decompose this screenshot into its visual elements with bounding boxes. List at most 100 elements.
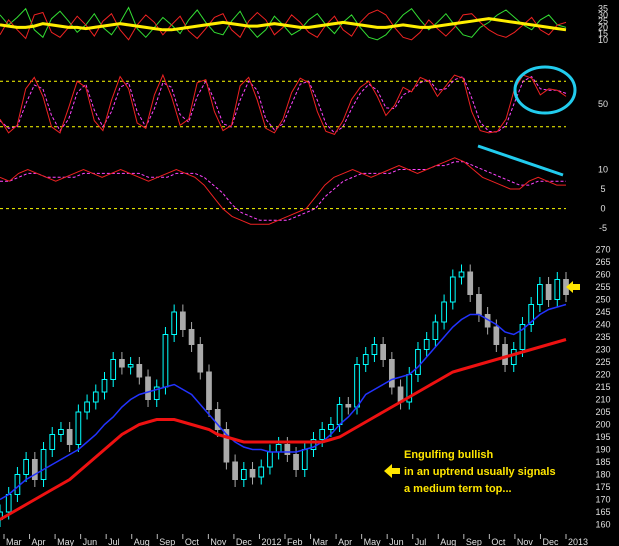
- time-tick-label: 2013: [568, 537, 588, 546]
- macd-line: [0, 157, 566, 225]
- candle-body: [362, 354, 369, 365]
- candle-body: [537, 284, 543, 305]
- time-tick-label: Nov: [210, 537, 227, 546]
- macd-panel: [0, 157, 566, 225]
- time-tick-label: Feb: [287, 537, 303, 546]
- slow-moving-average: [0, 338, 567, 521]
- candle-body: [0, 511, 3, 520]
- fast-moving-average: [0, 303, 567, 501]
- time-tick-label: 2012: [261, 537, 281, 546]
- candle-body: [423, 339, 430, 350]
- candle-body: [528, 304, 535, 325]
- candle-body: [336, 404, 343, 425]
- highlight-circle: [513, 65, 577, 115]
- time-tick-label: Jun: [83, 537, 98, 546]
- candle-body: [188, 329, 195, 345]
- candle-body: [206, 371, 212, 410]
- candle-body: [240, 469, 247, 480]
- stochastic-tick-label: 50: [598, 99, 608, 109]
- candle-body: [519, 324, 526, 350]
- time-tick-label: May: [364, 537, 382, 546]
- candle-body: [258, 466, 265, 478]
- dmi-tick-label: 10: [598, 35, 608, 45]
- candle-body: [371, 344, 378, 355]
- candle-body: [493, 326, 500, 345]
- candle-body: [545, 284, 552, 300]
- candle-body: [162, 334, 169, 388]
- candle-body: [354, 364, 360, 408]
- candle-body: [101, 379, 108, 393]
- candle-body: [40, 449, 47, 480]
- price-tick-label: 245: [595, 307, 610, 317]
- candle-body: [267, 451, 273, 468]
- time-tick-label: Mar: [313, 537, 329, 546]
- candle-body: [232, 461, 238, 480]
- macd-tick-label: 0: [600, 204, 605, 214]
- candle-body: [449, 276, 456, 303]
- price-tick-label: 175: [595, 482, 610, 492]
- time-tick-label: Dec: [542, 537, 559, 546]
- time-tick-label: Nov: [517, 537, 534, 546]
- minus-di-line: [0, 9, 567, 41]
- candle-body: [5, 494, 12, 513]
- price-tick-label: 180: [595, 470, 610, 480]
- stochastic-main-line: [0, 73, 567, 136]
- candle-body: [345, 404, 352, 408]
- price-tick-label: 265: [595, 257, 610, 267]
- candle-body: [458, 271, 465, 278]
- candle-body: [476, 294, 482, 315]
- price-tick-label: 270: [595, 245, 610, 255]
- price-tick-label: 190: [595, 445, 610, 455]
- price-tick-label: 240: [595, 320, 610, 330]
- candle-body: [92, 391, 99, 403]
- time-tick-label: Dec: [236, 537, 253, 546]
- candle-body: [145, 376, 151, 400]
- candle-body: [310, 439, 317, 450]
- candle-body: [14, 474, 21, 495]
- macd-signal-line: [0, 161, 566, 221]
- candle-body: [214, 409, 221, 430]
- candle-body: [502, 344, 508, 365]
- candle-body: [284, 444, 291, 455]
- price-tick-label: 235: [595, 332, 610, 342]
- dmi-tick-label: 25: [598, 16, 608, 26]
- candle-body: [328, 424, 334, 430]
- candle-body: [197, 344, 204, 373]
- adx-line: [0, 17, 567, 32]
- price-arrow-icon: [566, 281, 580, 293]
- time-tick-label: May: [57, 537, 75, 546]
- price-tick-label: 225: [595, 357, 610, 367]
- time-axis: Mar Apr May Jun Jul Aug Sep Oct Nov Dec 2012 Feb Mar…: [3, 534, 588, 546]
- price-tick-label: 255: [595, 282, 610, 292]
- candle-body: [275, 444, 282, 453]
- candle-body: [510, 349, 517, 365]
- macd-tick-label: 5: [600, 184, 605, 194]
- time-tick-label: Jul: [108, 537, 120, 546]
- price-tick-label: 165: [595, 507, 610, 517]
- time-tick-label: Mar: [6, 537, 22, 546]
- candle-body: [293, 454, 299, 470]
- candle-body: [171, 311, 178, 335]
- price-panel: [0, 264, 569, 527]
- candle-body: [49, 434, 56, 450]
- candle-body: [119, 359, 125, 368]
- candle-body: [415, 349, 421, 375]
- time-tick-label: Apr: [338, 537, 352, 546]
- annotation-line-2: in an uptrend usually signals: [404, 466, 556, 478]
- candle-body: [301, 449, 308, 470]
- annotation-line-3: a medium term top...: [404, 483, 512, 495]
- left-arrow-icon: [384, 464, 400, 478]
- stochastic-signal-line: [0, 75, 567, 134]
- dmi-panel: [0, 6, 567, 41]
- stochastic-panel: [0, 73, 567, 136]
- price-tick-label: 220: [595, 370, 610, 380]
- candle-body: [136, 364, 143, 378]
- time-tick-label: Aug: [440, 537, 456, 546]
- price-tick-label: 195: [595, 432, 610, 442]
- candle-body: [432, 321, 439, 340]
- dmi-tick-label: 30: [598, 10, 608, 20]
- dmi-tick-label: 35: [598, 4, 608, 14]
- macd-tick-label: -5: [599, 223, 607, 233]
- candle-body: [153, 386, 160, 400]
